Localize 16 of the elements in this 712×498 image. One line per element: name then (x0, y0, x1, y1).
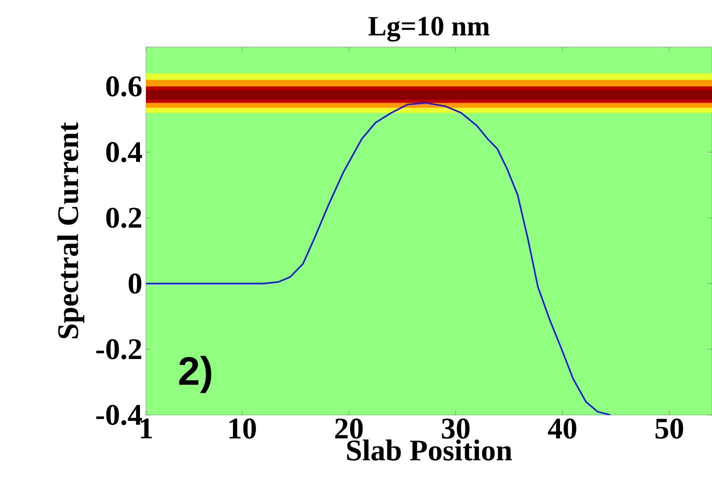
y-tick-label: 0.4 (106, 142, 142, 162)
x-tick-label: 10 (230, 418, 256, 439)
y-tick-label: 0 (128, 273, 142, 294)
y-tick-label: 0.6 (106, 76, 142, 97)
y-tick-label: -0.2 (96, 339, 142, 360)
x-tick-label: 40 (548, 418, 576, 439)
x-axis-title: Slab Position (347, 440, 512, 461)
chart-title: Lg=10 nm (368, 16, 490, 42)
y-tick-label: -0.4 (96, 404, 142, 426)
x-tick-label: 50 (656, 418, 684, 439)
y-tick-label: 0.2 (106, 208, 142, 228)
x-tick-label: 20 (335, 418, 363, 439)
y-axis-title: Spectral Current (57, 122, 84, 338)
x-tick-label: 30 (442, 418, 470, 439)
x-tick-label: 1 (140, 418, 152, 438)
annotation: 2) (179, 356, 212, 394)
